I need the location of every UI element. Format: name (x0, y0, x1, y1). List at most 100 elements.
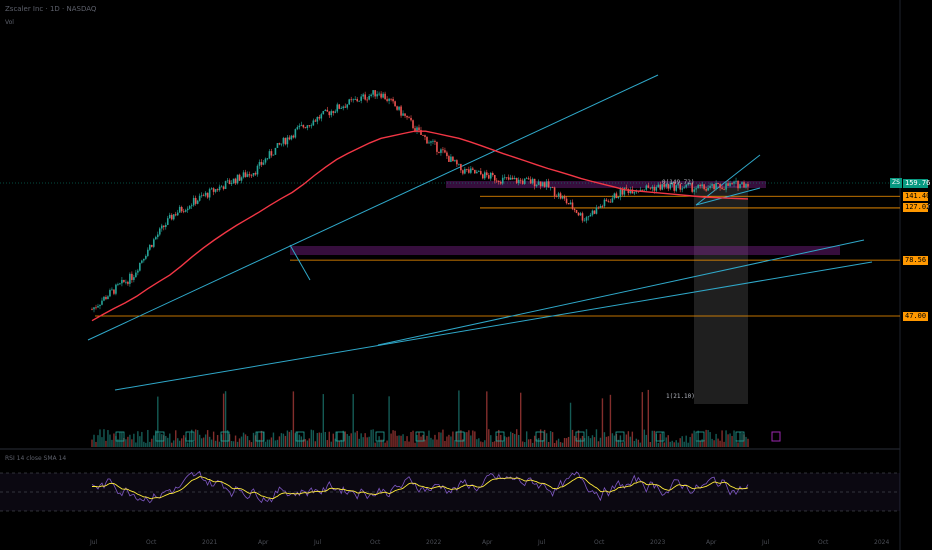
volume-bar (737, 442, 739, 447)
volume-bar (394, 430, 396, 447)
candle (422, 134, 424, 136)
volume-bar (139, 436, 141, 447)
volume-bar (131, 439, 133, 447)
volume-bar (685, 435, 687, 447)
volume-bar (238, 438, 241, 447)
candle (121, 279, 123, 284)
candle (324, 109, 327, 111)
volume-bar (123, 437, 125, 447)
candle (432, 140, 434, 142)
candle (364, 94, 366, 100)
volume-bar (284, 435, 287, 447)
volume-bar (330, 441, 332, 447)
volume-bar (314, 441, 317, 447)
candle (101, 300, 103, 305)
candle (176, 212, 179, 216)
volume-bar (264, 441, 267, 447)
volume-bar (418, 432, 420, 447)
candle (212, 188, 215, 192)
candle (462, 170, 464, 174)
candle (392, 99, 394, 102)
volume-bar (623, 441, 626, 447)
volume-bar (581, 435, 584, 447)
candle (454, 160, 456, 162)
candle (627, 188, 630, 194)
volume-bar (374, 442, 376, 447)
x-axis-label: Oct (594, 539, 605, 546)
volume-bar (647, 389, 650, 447)
volume-bar (296, 431, 299, 447)
volume-bar (719, 440, 721, 447)
volume-bar (701, 439, 703, 447)
volume-bar (348, 435, 350, 447)
volume-bar (378, 436, 380, 447)
volume-bar (488, 429, 490, 447)
volume-bar (392, 430, 394, 447)
candle (707, 187, 709, 191)
candle (745, 184, 747, 188)
candle (153, 239, 155, 247)
candle (174, 214, 177, 216)
volume-bar (470, 435, 472, 447)
candle (204, 192, 207, 196)
candle (210, 188, 213, 190)
volume-bar (91, 439, 93, 447)
volume-bar (141, 431, 143, 447)
volume-bar (159, 433, 161, 447)
candle (236, 174, 239, 184)
volume-bar (508, 436, 510, 447)
volume-bar (611, 433, 614, 447)
candle (230, 183, 233, 185)
volume-bar (346, 434, 348, 447)
candle (727, 183, 729, 186)
candle (270, 151, 273, 156)
candle (129, 273, 131, 284)
candle (703, 184, 705, 190)
volume-bar (448, 434, 450, 447)
volume-bar (571, 429, 574, 447)
volume-bar (703, 439, 705, 447)
candle (258, 162, 261, 166)
volume-bar (567, 436, 570, 447)
candle (162, 225, 165, 228)
candle (491, 172, 494, 176)
earnings-badge (185, 431, 195, 442)
candle (689, 183, 691, 185)
candle (505, 177, 508, 179)
volume-bar (494, 441, 496, 447)
volume-bar (681, 436, 683, 447)
candle (286, 137, 289, 145)
volume-bar (677, 442, 679, 447)
volume-bar (288, 431, 291, 447)
candle (408, 117, 410, 119)
volume-bar (579, 438, 582, 447)
candle (332, 111, 335, 113)
minor-trend (289, 244, 311, 281)
candle (320, 114, 323, 119)
candle (256, 165, 259, 175)
candle (107, 296, 109, 300)
volume-bar (565, 438, 568, 447)
volume-bar (426, 435, 428, 447)
candle (458, 163, 460, 165)
volume-bar (324, 431, 326, 447)
volume-bar (659, 433, 661, 447)
volume-bar (121, 432, 123, 447)
candle (659, 184, 662, 190)
volume-bar (107, 430, 109, 447)
candle (268, 151, 271, 159)
candle (214, 189, 217, 192)
candle (95, 307, 97, 309)
volume-bar (446, 436, 448, 447)
earnings-badge (455, 431, 465, 442)
volume-bar (512, 432, 514, 447)
candle (468, 169, 470, 173)
candle (715, 182, 717, 190)
earnings-badge (255, 431, 265, 442)
volume-bar (537, 438, 540, 447)
volume-bar (187, 442, 189, 447)
candle (597, 207, 600, 209)
candle (639, 189, 642, 192)
candle (170, 214, 173, 220)
